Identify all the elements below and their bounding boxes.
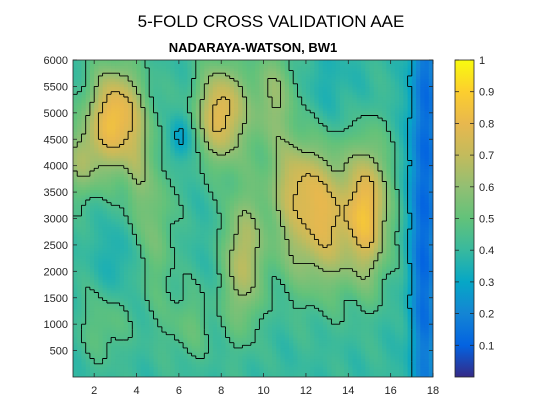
chart-title: 5-FOLD CROSS VALIDATION AAE bbox=[138, 12, 405, 31]
chart-subtitle: NADARAYA-WATSON, BW1 bbox=[169, 40, 338, 55]
